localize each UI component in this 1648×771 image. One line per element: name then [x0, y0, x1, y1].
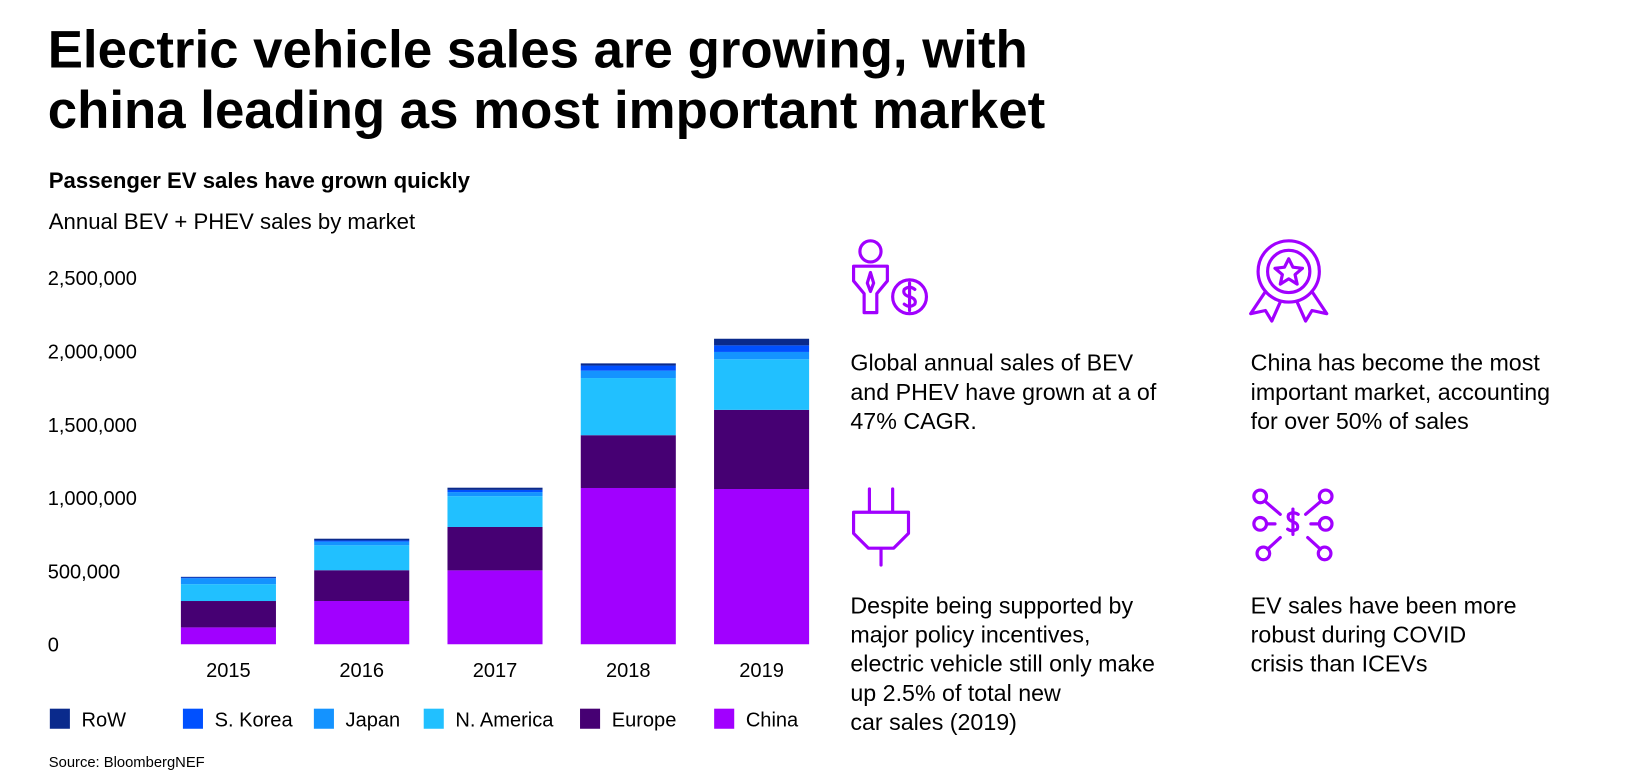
bar-segment	[180, 584, 276, 602]
bar-segment	[314, 545, 410, 571]
bar-segment	[580, 365, 676, 371]
bar-segment	[180, 576, 276, 578]
bar-segment	[714, 409, 810, 490]
legend-swatch	[714, 708, 735, 729]
legend-label: China	[746, 710, 799, 732]
bar-segment	[180, 601, 276, 628]
legend-label: S. Korea	[215, 710, 294, 732]
x-tick-label: 2015	[206, 660, 251, 682]
chart-title: Passenger EV sales have grown quickly	[49, 168, 471, 193]
bar-segment	[180, 577, 276, 579]
bar-segment	[714, 345, 810, 352]
info-text: and PHEV have grown at a of	[850, 379, 1156, 405]
info-text: electric vehicle still only make	[850, 651, 1155, 677]
title: china leading as most important market	[48, 81, 1046, 140]
bar-segment	[447, 492, 543, 497]
bar-segment	[180, 578, 276, 585]
legend-swatch	[423, 708, 444, 729]
legend-swatch	[313, 708, 334, 729]
info-text: for over 50% of sales	[1251, 408, 1469, 434]
bar-segment	[314, 541, 410, 546]
legend-label: RoW	[82, 710, 127, 732]
bar-segment	[714, 489, 810, 645]
icon-award	[1249, 239, 1329, 323]
x-tick-label: 2018	[606, 660, 651, 682]
info-text: robust during COVID	[1251, 622, 1467, 648]
chart-subtitle: Annual BEV + PHEV sales by market	[49, 209, 415, 234]
bar-segment	[314, 570, 410, 602]
legend-label: Europe	[612, 710, 677, 732]
y-tick-label: 500,000	[48, 561, 120, 583]
info-text: crisis than ICEVs	[1251, 651, 1428, 677]
legend-swatch	[49, 708, 70, 729]
bar-segment	[447, 570, 543, 645]
info-text: China has become the most	[1251, 350, 1541, 376]
info-text: 47% CAGR.	[850, 408, 976, 434]
info-text: major policy incentives,	[850, 622, 1090, 648]
bar-segment	[314, 540, 410, 542]
x-tick-label: 2019	[739, 660, 784, 682]
info-text: up 2.5% of total new	[850, 680, 1061, 706]
bar-segment	[447, 526, 543, 571]
bar-segment	[180, 627, 276, 645]
y-tick-label: 1,000,000	[48, 488, 137, 510]
y-tick-label: 0	[48, 635, 59, 657]
legend-swatch	[580, 708, 601, 729]
info-text: EV sales have been more	[1251, 593, 1517, 619]
bar-segment	[714, 351, 810, 360]
bar-segment	[580, 363, 676, 366]
x-tick-label: 2017	[473, 660, 518, 682]
icon-person-dollar	[851, 239, 929, 316]
x-tick-label: 2016	[339, 660, 384, 682]
info-text: Despite being supported by	[850, 593, 1133, 619]
bar-segment	[314, 601, 410, 645]
bar-segment	[580, 435, 676, 488]
bar-segment	[447, 489, 543, 493]
bar-segment	[580, 378, 676, 436]
icon-network	[1252, 488, 1334, 562]
source: Source: BloombergNEF	[49, 755, 205, 771]
y-tick-label: 2,000,000	[48, 341, 137, 363]
bar-segment	[714, 359, 810, 410]
bar-segment	[314, 538, 410, 541]
info-text: Global annual sales of BEV	[850, 350, 1133, 376]
bar-segment	[580, 487, 676, 645]
legend-swatch	[182, 708, 203, 729]
info-text: important market, accounting	[1251, 379, 1550, 405]
title: Electric vehicle sales are growing, with	[48, 21, 1028, 80]
bar-segment	[447, 496, 543, 527]
bar-segment	[447, 487, 543, 490]
bar-segment	[580, 370, 676, 379]
y-tick-label: 1,500,000	[48, 415, 137, 437]
info-text: car sales (2019)	[850, 709, 1016, 735]
icon-plug	[851, 487, 911, 567]
legend-label: N. America	[455, 710, 554, 732]
y-tick-label: 2,500,000	[48, 268, 137, 290]
bar-segment	[714, 338, 810, 346]
legend-label: Japan	[346, 710, 401, 732]
